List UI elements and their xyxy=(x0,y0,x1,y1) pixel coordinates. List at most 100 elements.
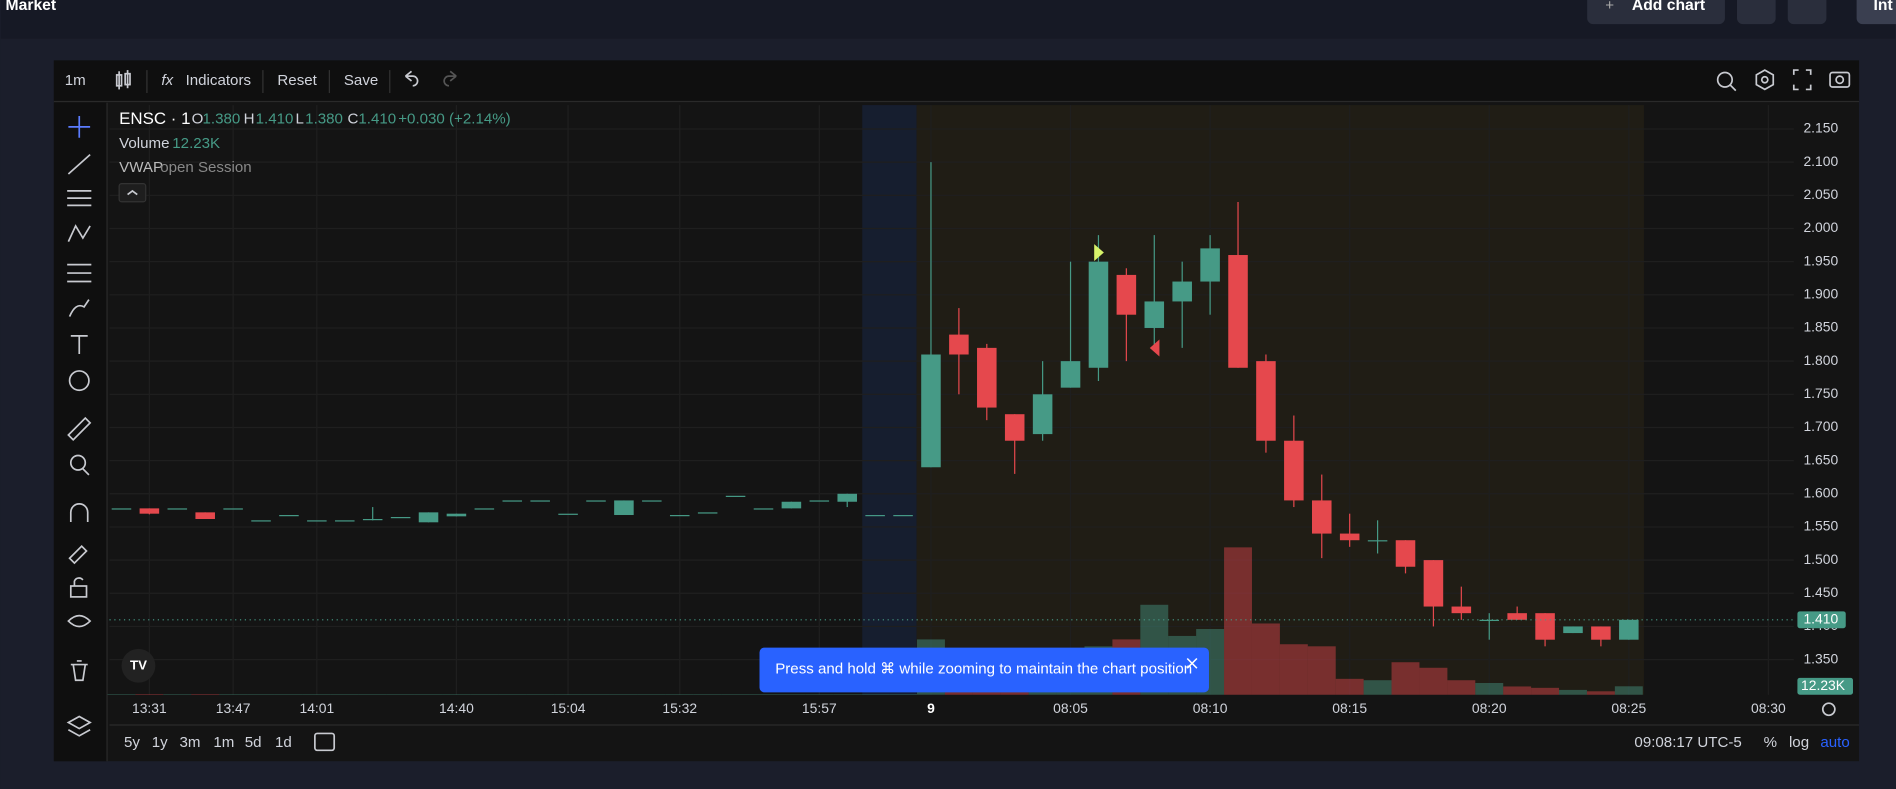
volume-bar xyxy=(637,694,666,695)
legend-c-label: C xyxy=(347,111,358,128)
save-button[interactable]: Save xyxy=(344,72,378,89)
candle-body xyxy=(1200,248,1220,282)
volume-bar xyxy=(358,694,387,695)
candle-body xyxy=(335,520,355,522)
volume-bar xyxy=(1419,667,1448,695)
undo-icon[interactable] xyxy=(404,70,419,87)
plus-icon: + xyxy=(1605,0,1614,14)
candle-body xyxy=(1591,626,1611,640)
date-range-icon[interactable] xyxy=(314,732,336,752)
candle-body xyxy=(111,508,132,510)
x-tick-label: 08:25 xyxy=(1611,700,1646,716)
candle-body xyxy=(1256,361,1276,441)
y-tick-label: 1.900 xyxy=(1803,285,1838,301)
volume-bar xyxy=(554,694,583,695)
candle-body xyxy=(223,508,243,510)
y-tick-label: 2.100 xyxy=(1803,153,1838,169)
add-chart-label[interactable]: Add chart xyxy=(1632,0,1706,14)
last-price-tag xyxy=(1797,611,1846,629)
candle-body xyxy=(1116,274,1137,315)
top-right-icons[interactable] xyxy=(1716,69,1851,92)
settings-button[interactable] xyxy=(1737,0,1776,25)
candle-body xyxy=(865,515,885,517)
legend-o-label: O xyxy=(192,111,204,128)
candle-body xyxy=(362,518,383,521)
volume-bar xyxy=(526,694,555,695)
drawing-tool-icons[interactable] xyxy=(66,115,92,737)
candle-body xyxy=(586,500,606,502)
volume-bar xyxy=(721,694,750,695)
volume-bar xyxy=(1475,682,1504,695)
volume-bar xyxy=(861,694,890,695)
y-tick-label: 1.550 xyxy=(1803,518,1838,534)
x-tick-label: 13:31 xyxy=(132,700,167,716)
right-button-label[interactable]: Int xyxy=(1874,0,1894,14)
toast-text: Press and hold ⌘ while zooming to mainta… xyxy=(775,660,1192,677)
legend-vwap-params: open Session xyxy=(160,159,251,176)
reset-button[interactable]: Reset xyxy=(277,72,317,89)
volume-bar xyxy=(1614,686,1643,695)
candle-body xyxy=(1172,281,1192,302)
volume-bar xyxy=(1559,689,1587,695)
x-tick-label: 08:05 xyxy=(1053,700,1088,716)
range-button[interactable]: 1m xyxy=(213,734,234,751)
candle-body xyxy=(642,500,662,502)
x-tick-label: 13:47 xyxy=(216,700,251,716)
candle-body xyxy=(1311,500,1332,534)
chart-type-icon[interactable] xyxy=(115,70,131,90)
range-button[interactable]: 3m xyxy=(180,734,201,751)
volume-bar xyxy=(1503,686,1532,695)
candle-body xyxy=(949,334,969,355)
volume-bar xyxy=(107,694,136,695)
candle-body xyxy=(1032,394,1053,435)
axis-settings[interactable] xyxy=(1821,702,1836,717)
indicators-button[interactable]: Indicators xyxy=(186,72,251,89)
toast-close[interactable] xyxy=(1186,657,1198,669)
candle-body xyxy=(1339,533,1360,541)
candle-body xyxy=(446,513,467,517)
interval-button[interactable]: 1m xyxy=(65,72,86,89)
last-volume-tag xyxy=(1797,677,1853,695)
volume-bar xyxy=(191,694,220,695)
y-tick-label: 2.000 xyxy=(1803,219,1838,235)
premarket-shade xyxy=(862,105,917,695)
y-tick-label: 1.950 xyxy=(1803,252,1838,268)
x-tick-label: 14:01 xyxy=(299,700,334,716)
range-button[interactable]: 1d xyxy=(275,734,292,751)
volume-bar xyxy=(219,694,248,695)
log-toggle[interactable]: log xyxy=(1789,734,1809,751)
redo-icon[interactable] xyxy=(443,70,457,87)
volume-bar xyxy=(1586,691,1615,695)
legend-close: 1.410 xyxy=(358,111,396,128)
add-chart-button[interactable] xyxy=(1587,0,1725,25)
volume-bar xyxy=(414,694,443,695)
range-button[interactable]: 1y xyxy=(152,734,168,751)
candle-body xyxy=(837,493,857,502)
session-shade xyxy=(916,105,1644,695)
right-button[interactable] xyxy=(1856,0,1896,25)
last-price-label: 1.410 xyxy=(1803,610,1838,626)
percent-toggle[interactable]: % xyxy=(1764,734,1777,751)
legend-open: 1.380 xyxy=(202,111,240,128)
volume-bar xyxy=(805,694,834,695)
collapse-icon xyxy=(127,189,138,196)
collapse-legend[interactable] xyxy=(118,183,147,203)
logo[interactable] xyxy=(121,648,156,683)
sync-button[interactable] xyxy=(1787,0,1827,25)
candle-body xyxy=(781,501,802,509)
volume-bar xyxy=(247,694,275,695)
legend-volume-label: Volume xyxy=(119,135,169,152)
candle-body xyxy=(167,508,188,510)
volume-bar xyxy=(1391,662,1420,695)
range-button[interactable]: 5y xyxy=(124,734,140,751)
range-button[interactable]: 5d xyxy=(245,734,262,751)
y-tick-label: 1.800 xyxy=(1803,352,1838,368)
y-tick-label: 1.500 xyxy=(1803,551,1838,567)
volume-bar xyxy=(498,694,527,695)
candle-body xyxy=(1479,619,1500,622)
auto-toggle[interactable]: auto xyxy=(1820,734,1849,751)
volume-bar xyxy=(609,694,638,695)
candle-body xyxy=(1507,613,1527,620)
